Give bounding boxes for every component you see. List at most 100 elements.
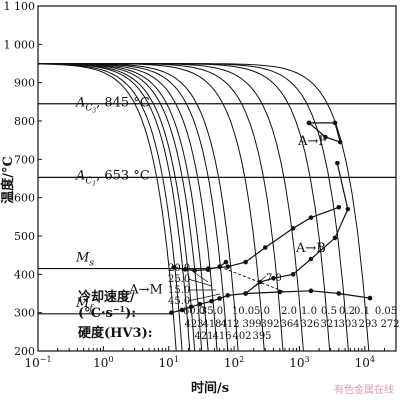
ferrite-start-marker	[306, 120, 312, 126]
legend-cooling-unit: (°C·s−1):	[78, 304, 136, 321]
bainite-start-marker	[225, 264, 231, 269]
hardness-label-row1: 392	[260, 319, 279, 330]
cooling-curve-0.05	[38, 63, 370, 352]
hardness-label-row2: 421	[194, 331, 213, 342]
hardness-label-row1: 293	[358, 319, 377, 330]
rate-label-stack: 15.0	[168, 285, 190, 296]
martensite-finish-marker	[179, 307, 185, 313]
x-tick-label: 101	[159, 355, 179, 370]
hardness-label-row1: 326	[300, 319, 319, 330]
martensite-finish-marker	[169, 310, 174, 315]
rate-label-stack: 20.0	[168, 263, 190, 274]
y-tick-label: 1 100	[4, 0, 36, 13]
rate-label-bottom: 2.0	[281, 306, 297, 317]
ferrite-start-marker	[323, 134, 328, 140]
y-axis-title: 温度/°C	[0, 156, 16, 204]
rate-label-bottom: 0.05	[375, 306, 397, 317]
ms-curve-marker	[171, 265, 177, 270]
rate-label-bottom: 0.1	[354, 306, 370, 317]
bainite-start-marker	[308, 215, 314, 220]
rate-label-stack: 25.0	[168, 274, 190, 285]
rate-label-bottom: 60.0	[183, 306, 205, 317]
martensite-finish-marker	[217, 296, 222, 301]
bainite-finish-marker	[335, 160, 340, 166]
y-tick-label: 400	[14, 268, 35, 281]
ms-curve-marker	[223, 259, 229, 265]
y-tick-label: 700	[14, 153, 35, 166]
y-tick-label: 600	[14, 192, 35, 205]
x-tick-label: 10−1	[24, 355, 51, 370]
x-tick-label: 103	[289, 355, 309, 370]
bainite-finish-marker	[271, 275, 276, 281]
y-tick-label: 500	[14, 230, 35, 243]
ferrite-start-marker	[332, 120, 338, 126]
rate-leader-line	[187, 267, 209, 283]
bainite-start-marker	[243, 259, 248, 265]
hardness-label-row1: 418	[202, 319, 221, 330]
bainite-finish-marker	[243, 291, 248, 296]
rate-leader-line	[249, 275, 267, 291]
hardness-label-row1: 423	[184, 319, 203, 330]
ms-curve-marker	[217, 264, 222, 269]
y-tick-label: 1 000	[4, 38, 36, 51]
hardness-label-row1: 272	[380, 319, 399, 330]
rate-label-bottom: 10.0	[232, 306, 254, 317]
bainite-boundary-dashed	[219, 266, 286, 293]
bainite-finish	[245, 163, 349, 294]
martensite-finish-marker	[336, 291, 342, 296]
x-tick-label: 100	[93, 355, 113, 370]
rate-label-bottom: 1.0	[301, 306, 317, 317]
hardness-label-row1: 321	[320, 319, 339, 330]
bainite-finish-marker	[290, 272, 296, 277]
bainite-finish-marker	[345, 206, 351, 212]
cooling-curve-2	[38, 63, 265, 352]
rate-label-bottom: 0.2	[339, 306, 355, 317]
x-axis-title: 时间/s	[191, 380, 229, 396]
y-tick-label: 200	[14, 345, 35, 358]
ref-label-AC1: AC1, 653 °C	[75, 169, 150, 188]
ref-label-Mf: Mf	[75, 296, 94, 314]
region-label-A-B: A→B	[295, 241, 326, 256]
y-tick-label: 300	[14, 307, 35, 320]
y-tick-label: 800	[14, 115, 35, 128]
y-tick-label: 900	[14, 77, 35, 90]
hardness-label-row2: 395	[252, 331, 271, 342]
martensite-finish-marker	[209, 298, 214, 304]
martensite-finish-marker	[367, 295, 373, 301]
bainite-finish-marker	[308, 256, 314, 262]
hardness-label-row1: 364	[280, 319, 299, 330]
hardness-label-row2: 416	[212, 331, 231, 342]
x-tick-label: 104	[355, 355, 375, 370]
rate-label-bottom: 35.0	[201, 306, 223, 317]
hardness-label-row1: 412	[220, 319, 239, 330]
region-label-A-M: A→M	[128, 283, 163, 298]
ms-curve-marker	[192, 268, 198, 273]
ms-curve-marker	[183, 267, 188, 272]
rate-label-bottom: 5.0	[254, 306, 270, 317]
martensite-finish-marker	[197, 301, 203, 307]
hardness-label-row2: 402	[232, 331, 251, 342]
rate-label-stack: 45.0	[168, 296, 190, 307]
x-tick-label: 102	[224, 355, 244, 370]
legend-cooling-rate: 冷却速度/	[78, 289, 135, 305]
ms-curve-marker	[205, 267, 211, 273]
hardness-label-row1: 399	[242, 319, 261, 330]
legend-hardness: 硬度(HV3):	[78, 325, 153, 341]
bainite-start-marker	[290, 226, 296, 231]
hardness-label-row1: 303	[338, 319, 357, 330]
rate-label-bottom: 0.5	[321, 306, 337, 317]
bainite-finish-marker	[332, 235, 338, 241]
martensite-finish-marker	[308, 288, 314, 294]
rate-label-7: 7.0	[266, 273, 282, 284]
ferrite-start-marker	[337, 139, 343, 145]
bainite-start-marker	[336, 204, 342, 210]
rate-leader-line	[187, 278, 213, 287]
martensite-finish-marker	[188, 304, 194, 310]
bainite-start-marker	[262, 245, 268, 250]
martensite-finish-marker	[225, 293, 231, 298]
region-label-A-F: A→F	[297, 134, 327, 149]
watermark: 有色金属在线	[334, 385, 394, 396]
ref-label-Ms: Ms	[75, 251, 94, 269]
rate-leader-line	[187, 293, 221, 302]
